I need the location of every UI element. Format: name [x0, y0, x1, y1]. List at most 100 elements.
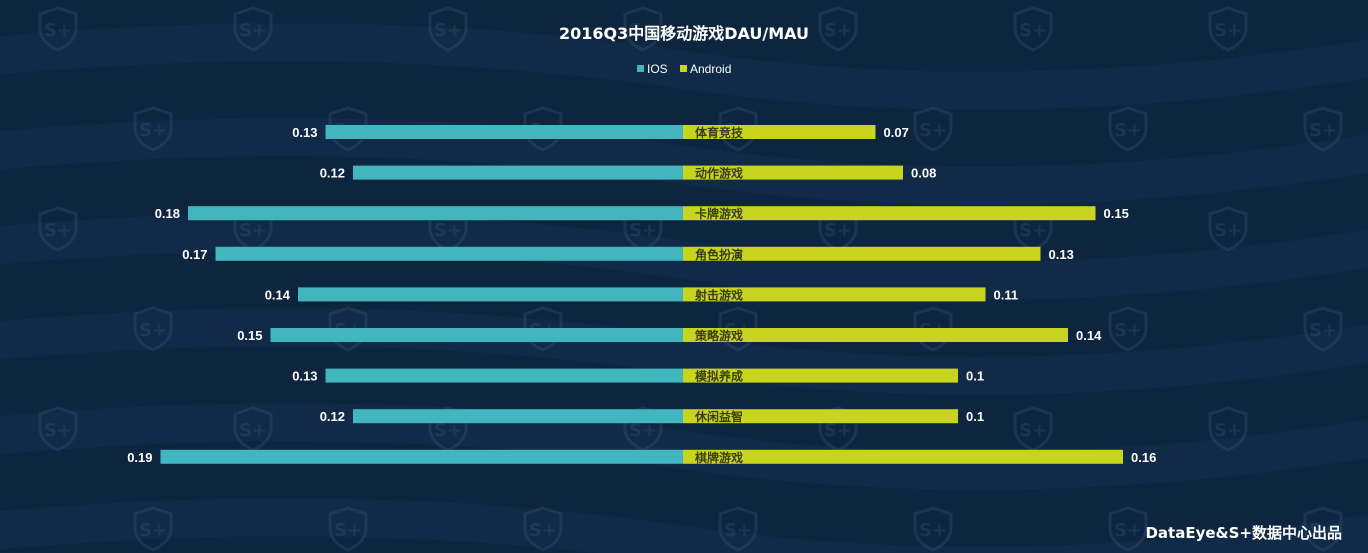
watermark-mark: S+ [133, 306, 173, 352]
svg-text:S+: S+ [629, 20, 657, 41]
value-label-android: 0.08 [911, 166, 936, 181]
svg-text:S+: S+ [434, 220, 462, 241]
legend-android-swatch [680, 65, 687, 72]
bar-android [683, 206, 1096, 221]
svg-text:S+: S+ [44, 220, 72, 241]
svg-text:S+: S+ [139, 120, 167, 141]
svg-text:S+: S+ [44, 20, 72, 41]
svg-text:S+: S+ [239, 220, 267, 241]
legend: IOS Android [637, 62, 731, 76]
svg-text:S+: S+ [139, 320, 167, 341]
watermark-mark: S+ [523, 506, 563, 552]
bar-android [683, 287, 986, 302]
watermark-mark: S+ [818, 6, 858, 52]
svg-text:S+: S+ [529, 520, 557, 541]
svg-text:S+: S+ [434, 420, 462, 441]
legend-ios[interactable]: IOS [637, 62, 668, 76]
value-label-ios: 0.19 [127, 450, 152, 465]
watermark-mark: S+ [1108, 506, 1148, 552]
watermark-mark: S+ [233, 6, 273, 52]
value-label-ios: 0.17 [182, 247, 207, 262]
bar-ios [353, 409, 683, 424]
bar-ios [353, 165, 683, 180]
watermark-mark: S+ [1108, 106, 1148, 152]
svg-text:S+: S+ [1019, 220, 1047, 241]
category-label: 模拟养成 [695, 369, 743, 384]
svg-text:S+: S+ [334, 520, 362, 541]
svg-text:S+: S+ [824, 20, 852, 41]
svg-text:S+: S+ [1214, 20, 1242, 41]
category-label: 休闲益智 [694, 409, 743, 424]
bar-ios [270, 328, 683, 342]
watermark-mark: S+ [133, 506, 173, 552]
bar-android [683, 409, 958, 424]
svg-text:S+: S+ [824, 420, 852, 441]
bar-android [683, 368, 958, 383]
svg-text:S+: S+ [1214, 220, 1242, 241]
svg-text:S+: S+ [1019, 20, 1047, 41]
svg-text:S+: S+ [239, 20, 267, 41]
watermark-mark: S+ [38, 206, 78, 252]
watermark-mark: S+ [38, 6, 78, 52]
svg-text:S+: S+ [1114, 320, 1142, 341]
chart-title: 2016Q3中国移动游戏DAU/MAU [559, 24, 809, 43]
svg-text:S+: S+ [1214, 420, 1242, 441]
value-label-ios: 0.13 [292, 125, 317, 140]
category-label: 卡牌游戏 [695, 206, 743, 221]
legend-ios-label: IOS [647, 62, 668, 76]
svg-text:S+: S+ [1309, 520, 1337, 541]
watermark-mark: S+ [1303, 106, 1343, 152]
watermark-mark: S+ [133, 106, 173, 152]
watermark-mark: S+ [1303, 306, 1343, 352]
bar-android [683, 246, 1041, 261]
value-label-ios: 0.14 [265, 287, 291, 302]
value-label-android: 0.07 [884, 125, 909, 140]
bar-android [683, 165, 903, 180]
watermark-mark: S+ [1208, 6, 1248, 52]
footer-credit: DataEye&S+数据中心出品 [1145, 524, 1342, 542]
watermark-mark: S+ [428, 6, 468, 52]
value-label-android: 0.14 [1076, 328, 1102, 343]
value-label-ios: 0.15 [237, 328, 262, 343]
bar-ios [215, 246, 683, 261]
legend-ios-swatch [637, 65, 644, 72]
svg-text:S+: S+ [629, 220, 657, 241]
svg-text:S+: S+ [1114, 120, 1142, 141]
svg-text:S+: S+ [1019, 420, 1047, 441]
value-label-ios: 0.12 [320, 166, 345, 181]
value-label-android: 0.16 [1131, 450, 1156, 465]
svg-text:S+: S+ [724, 520, 752, 541]
watermark-mark: S+ [1108, 306, 1148, 352]
value-label-android: 0.15 [1104, 206, 1129, 221]
svg-text:S+: S+ [44, 420, 72, 441]
svg-text:S+: S+ [1309, 120, 1337, 141]
bar-android [683, 328, 1068, 342]
labels-group: 0.13 0.07 体育竞技 0.12 0.08 动作游戏 0.18 0.15 卡牌游戏 0.17… [127, 125, 1156, 465]
svg-text:S+: S+ [1114, 520, 1142, 541]
watermark-mark: S+ [1013, 6, 1053, 52]
watermark-mark: S+ [913, 506, 953, 552]
bars-group [160, 125, 1123, 464]
bar-android [683, 449, 1123, 464]
watermark-mark: S+ [623, 6, 663, 52]
bar-ios [188, 206, 683, 221]
legend-android[interactable]: Android [680, 62, 731, 76]
bar-ios [298, 287, 683, 302]
svg-text:S+: S+ [239, 420, 267, 441]
category-label: 射击游戏 [694, 287, 743, 302]
watermark-mark: S+ [38, 406, 78, 452]
watermark-mark: S+ [913, 106, 953, 152]
watermark-mark: S+ [718, 506, 758, 552]
value-label-android: 0.13 [1049, 247, 1074, 262]
svg-text:S+: S+ [919, 120, 947, 141]
bar-android [683, 125, 876, 139]
category-label: 体育竞技 [695, 125, 744, 140]
category-label: 棋牌游戏 [695, 450, 743, 465]
value-label-android: 0.1 [966, 369, 984, 384]
category-label: 策略游戏 [695, 328, 743, 343]
svg-text:S+: S+ [434, 20, 462, 41]
category-label: 角色扮演 [695, 247, 743, 262]
watermark-mark: S+ [328, 506, 368, 552]
svg-text:S+: S+ [824, 220, 852, 241]
